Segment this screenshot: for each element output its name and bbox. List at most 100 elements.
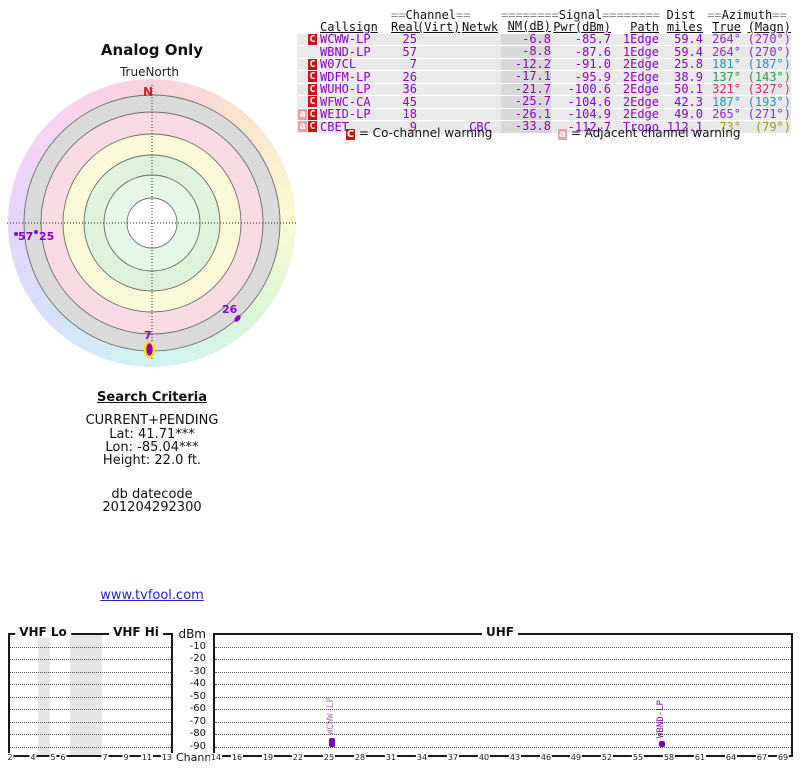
db-datecode-value: 201204292300 [102, 500, 202, 515]
cell-callsign: CBET [320, 119, 349, 134]
co-channel-badge: C [308, 33, 317, 45]
cell-azimuth-true: 137° [712, 69, 741, 84]
signal-bar-WBND-LP [659, 741, 665, 747]
channel-tick: 5 [49, 753, 57, 762]
warning-badges: C [297, 83, 317, 95]
dbm-tick-label: -20 [189, 653, 206, 664]
warning-badges: C [297, 71, 317, 83]
cell-real-channel: 18 [402, 107, 417, 122]
north-label: N [143, 85, 153, 99]
channel-tick: 61 [693, 753, 707, 762]
co-channel-badge: C [308, 108, 317, 120]
co-channel-badge: C [308, 121, 317, 133]
channel-tick: 43 [508, 753, 522, 762]
gridline [10, 646, 171, 648]
radar-title: Analog Only [100, 41, 204, 59]
station-marker-label: 26 [222, 303, 238, 316]
cell-power-dbm: -85.7 [574, 32, 611, 47]
channel-tick: 13 [160, 753, 174, 762]
adjacent-channel-badge: a [558, 129, 567, 140]
channel-axis-title: Channel [176, 751, 222, 764]
channel-tick: 52 [600, 753, 614, 762]
table-body: C WCWW-LP 25 -6.8 -85.7 1Edge 59.4 264° (270°) WB… [297, 32, 791, 134]
search-lat: Lat: 41.71*** [109, 427, 195, 442]
cell-azimuth-magnetic: (270°) [747, 44, 791, 59]
gridline [10, 709, 171, 710]
warning-badges: C [297, 96, 317, 108]
cell-azimuth-magnetic: (271°) [747, 107, 791, 122]
gridline [215, 721, 791, 723]
channel-tick: 46 [539, 753, 553, 762]
cell-azimuth-true: 73° [719, 119, 741, 134]
cell-callsign: WCWW-LP [320, 32, 371, 47]
cell-network: CBC [469, 119, 491, 134]
dbm-axis-title: dBm [178, 627, 206, 641]
cell-miles: 49.0 [674, 107, 703, 122]
channel-tick: 6 [59, 753, 67, 762]
cell-azimuth-magnetic: (187°) [747, 57, 791, 72]
cell-power-dbm: -112.7 [567, 119, 611, 134]
gridline [215, 746, 791, 748]
gridline [10, 659, 171, 660]
channel-tick: 7 [101, 753, 109, 762]
channel-tick: 31 [384, 753, 398, 762]
cell-power-dbm: -100.6 [567, 82, 611, 97]
cell-miles: 50.1 [674, 82, 703, 97]
channel-tick: 49 [569, 753, 583, 762]
cell-nm-db: -12.2 [501, 58, 551, 70]
cell-azimuth-true: 264° [712, 44, 741, 59]
cell-azimuth-magnetic: (270°) [747, 32, 791, 47]
uhf-panel [213, 633, 793, 757]
station-marker-ch7 [143, 340, 156, 359]
adjacent-channel-badge: a [298, 108, 307, 120]
group-signal: ========Signal======== [501, 7, 660, 22]
dbm-tick-label: -70 [189, 715, 206, 727]
cell-azimuth-true: 265° [712, 107, 741, 122]
channel-tick: 25 [322, 753, 336, 762]
channel-tick: 22 [291, 753, 305, 762]
channel-tick: 4 [29, 753, 37, 762]
signal-bar-label: WBND-LP [656, 700, 666, 738]
co-channel-badge: C [308, 71, 317, 83]
gridline [10, 696, 171, 698]
search-mode: CURRENT+PENDING [85, 413, 219, 428]
tvfool-link[interactable]: www.tvfool.com [100, 588, 204, 603]
gridline [10, 746, 171, 748]
dbm-tick-label: -50 [189, 690, 206, 702]
gridline [215, 684, 791, 685]
channel-tick: 2 [6, 753, 14, 762]
cell-real-channel: 9 [409, 119, 417, 134]
channel-tick: 14 [209, 753, 223, 762]
station-marker-label: 25 [39, 230, 54, 243]
cell-real-channel: 57 [402, 44, 417, 59]
signal-bar-label: WCWW-LP [326, 697, 336, 735]
cell-azimuth-true: 264° [712, 32, 741, 47]
table-row: a C WEID-LP 18 -26.1 -104.9 2Edge 49.0 265° (271°… [297, 107, 791, 122]
cell-path: 2Edge [622, 82, 659, 97]
cell-nm-db: -17.1 [501, 70, 551, 83]
co-channel-badge: C [308, 96, 317, 108]
cell-callsign: WUHO-LP [320, 82, 371, 97]
cell-path: 2Edge [622, 69, 659, 84]
cell-path: 2Edge [622, 94, 659, 109]
table-row: a C CBET 9 CBC -33.8 -112.7 Tropo 112.1 73° (79°) [297, 119, 791, 134]
search-height: Height: 22.0 ft. [102, 453, 202, 468]
band-label: VHF Lo [15, 626, 71, 638]
station-table: ==Channel== ========Signal======== Dist … [297, 9, 791, 134]
dbm-tick-label: -60 [189, 703, 206, 714]
dbm-tick-label: -30 [189, 665, 206, 677]
channel-tick: 40 [477, 753, 491, 762]
reserved-band [38, 635, 50, 755]
channel-tick: 58 [662, 753, 676, 762]
station-marker-ch26 [234, 315, 241, 322]
channel-tick: 64 [724, 753, 738, 762]
gridline [215, 696, 791, 698]
vhf-panel [8, 633, 173, 757]
gridline [215, 646, 791, 648]
station-marker-label: 57 [18, 230, 33, 243]
cell-azimuth-true: 187° [712, 94, 741, 109]
cell-nm-db: -6.8 [501, 33, 551, 45]
co-channel-badge: C [346, 129, 355, 140]
cell-real-channel: 26 [402, 69, 417, 84]
